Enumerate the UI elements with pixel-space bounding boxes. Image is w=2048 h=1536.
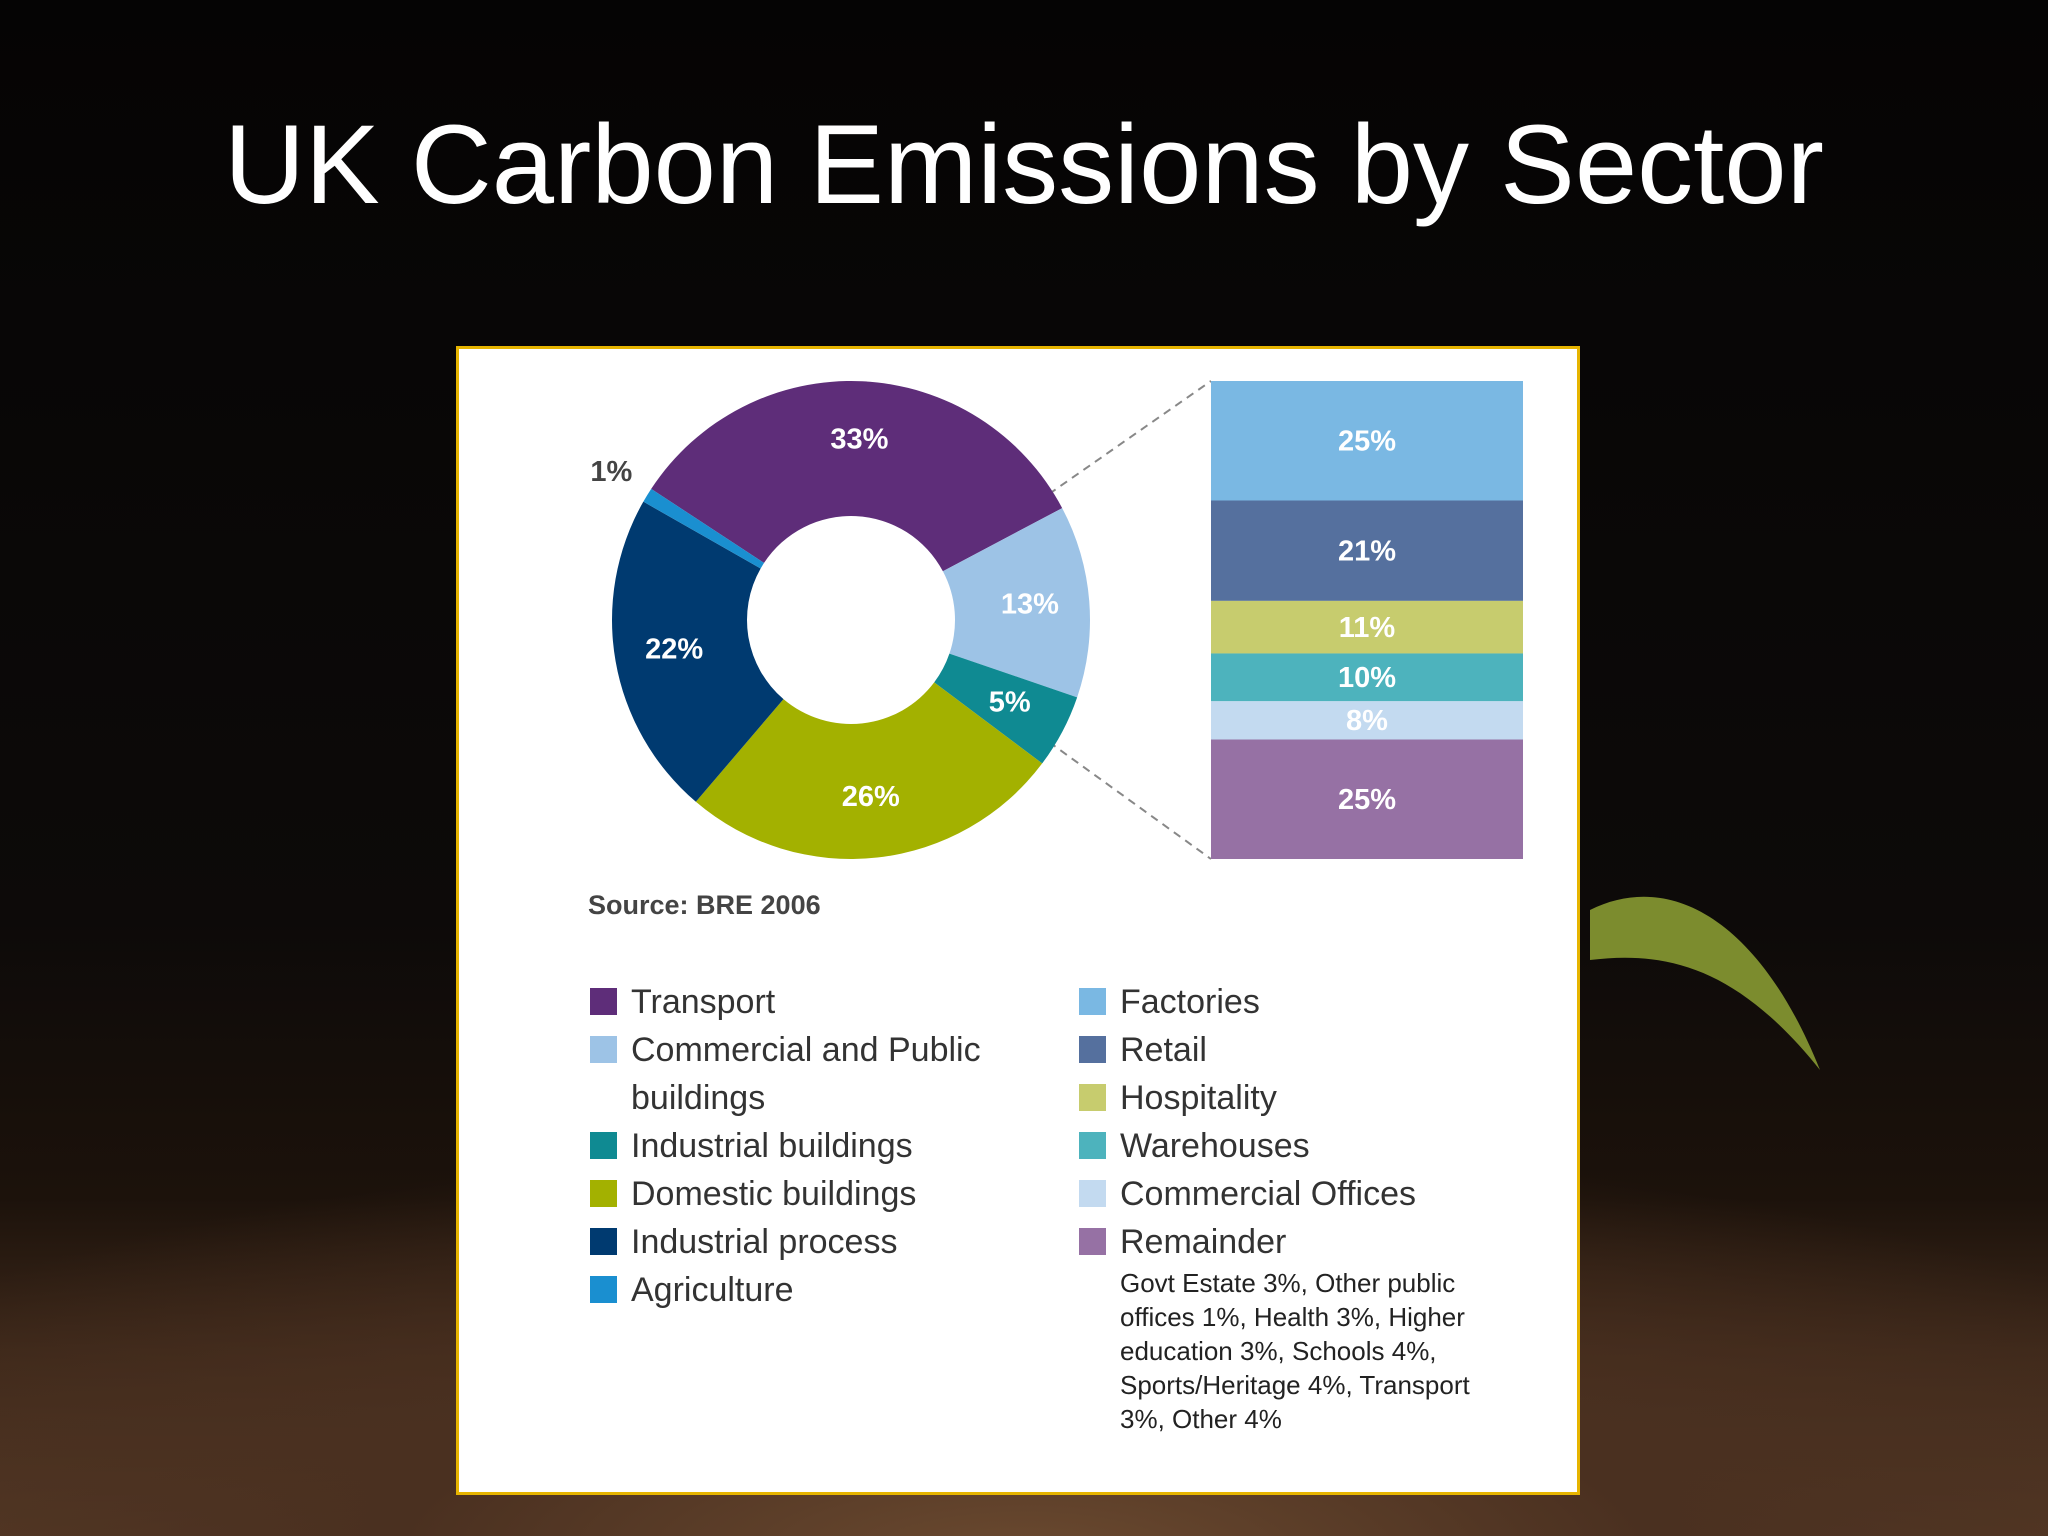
bar-label: 25% [1338, 425, 1396, 457]
legend-swatch [590, 1132, 617, 1159]
legend-label: Remainder [1120, 1223, 1287, 1261]
legend-item: Industrial buildings [590, 1122, 1020, 1170]
legend-item: Retail [1079, 1026, 1539, 1074]
legend: Factories Retail Hospitality Warehouses Comm… [1079, 978, 1539, 1436]
legend-swatch [1079, 1132, 1106, 1159]
legend-item: Domestic buildings [590, 1170, 1020, 1218]
legend-swatch [590, 1276, 617, 1303]
legend-label: Warehouses [1120, 1127, 1310, 1165]
slide-title: UK Carbon Emissions by Sector [224, 102, 1824, 227]
slice-label: 33% [830, 423, 888, 455]
bar-label: 25% [1338, 784, 1396, 816]
connector [1048, 741, 1212, 860]
legend-note: Govt Estate 3%, Other public offices 1%,… [1120, 1268, 1470, 1434]
bar-label: 8% [1346, 705, 1388, 737]
legend-label: Industrial process [631, 1223, 898, 1261]
slice-label: 1% [590, 456, 632, 488]
bar-label: 21% [1338, 535, 1396, 567]
bar-segment [1211, 739, 1523, 859]
pie-slice [643, 488, 765, 569]
leaf [1590, 896, 1820, 1070]
source: Source: BRE 2006 [588, 890, 821, 920]
legend-label: Hospitality [1120, 1079, 1277, 1117]
legend-swatch [590, 1036, 617, 1063]
legend-label: Domestic buildings [631, 1175, 917, 1213]
legend-label: Commercial and Public buildings [631, 1031, 981, 1117]
pie-slice [612, 501, 784, 802]
legend-item: Commercial and Public buildings [590, 1026, 1020, 1122]
legend-label: Agriculture [631, 1271, 794, 1309]
legend-swatch [1079, 1180, 1106, 1207]
slice-label: 22% [645, 634, 703, 666]
legend-item: Industrial process [590, 1218, 1020, 1266]
legend-item: Factories [1079, 978, 1539, 1026]
legend: Transport Commercial and Public buildings… [590, 978, 1020, 1314]
legend-label: Transport [631, 983, 776, 1021]
connector [1048, 380, 1212, 495]
slice-label: 13% [1001, 589, 1059, 621]
legend-swatch [1079, 1036, 1106, 1063]
legend-item: Commercial Offices [1079, 1170, 1539, 1218]
legend-label: Retail [1120, 1031, 1207, 1069]
legend-swatch [590, 988, 617, 1015]
bar-label: 11% [1339, 612, 1396, 644]
pie-slice [942, 508, 1090, 698]
legend-item: Warehouses [1079, 1122, 1539, 1170]
pie-slice [934, 653, 1078, 764]
slice-label: 26% [842, 781, 900, 813]
pie-slice [651, 381, 1063, 572]
legend-swatch [1079, 1228, 1106, 1255]
legend-label: Factories [1120, 983, 1260, 1021]
legend-swatch [590, 1180, 617, 1207]
pie-slice [695, 682, 1043, 859]
legend-swatch [1079, 988, 1106, 1015]
bar-segment [1211, 500, 1523, 601]
bar-segment [1211, 600, 1523, 654]
bar-segment [1211, 701, 1523, 740]
bar-segment [1211, 653, 1523, 702]
legend-label: Commercial Offices [1120, 1175, 1416, 1213]
legend-swatch [590, 1228, 617, 1255]
legend-item: Transport [590, 978, 1020, 1026]
legend-swatch [1079, 1084, 1106, 1111]
legend-item: Hospitality [1079, 1074, 1539, 1122]
legend-item: Remainder [1079, 1218, 1539, 1266]
legend-item: Agriculture [590, 1266, 1020, 1314]
bar-segment [1211, 381, 1523, 501]
slice-label: 5% [989, 687, 1031, 719]
legend-label: Industrial buildings [631, 1127, 913, 1165]
bar-label: 10% [1338, 662, 1396, 694]
